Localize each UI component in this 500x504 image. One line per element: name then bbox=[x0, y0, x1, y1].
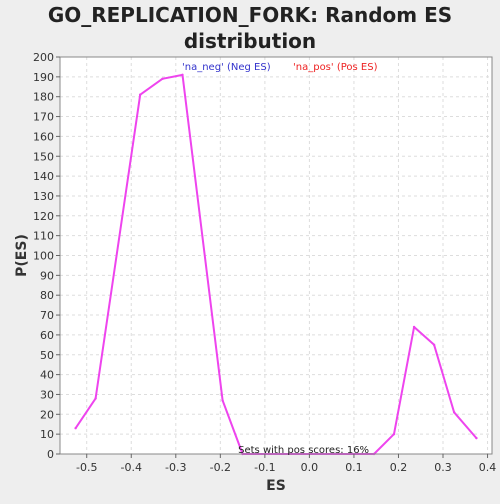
y-tick-label: 160 bbox=[33, 130, 54, 143]
chart-title: GO_REPLICATION_FORK: Random ESdistributi… bbox=[48, 3, 452, 53]
y-tick-label: 100 bbox=[33, 250, 54, 263]
axes: 0 10 20 30 40 50 60 70 80 90 100 110 120 130 140 150 160… bbox=[33, 51, 496, 474]
y-tick-label: 170 bbox=[33, 111, 54, 124]
y-tick-label: 110 bbox=[33, 230, 54, 243]
y-tick-label: 90 bbox=[40, 269, 54, 282]
y-tick-label: 70 bbox=[40, 309, 54, 322]
x-tick-label: -0.1 bbox=[254, 461, 275, 474]
data-point bbox=[221, 399, 224, 402]
x-tick-label: 0.3 bbox=[434, 461, 452, 474]
y-tick-label: 150 bbox=[33, 150, 54, 163]
legend: 'na_neg' (Neg ES) 'na_pos' (Pos ES) bbox=[182, 62, 378, 73]
annotation-text: Sets with pos scores: 16% bbox=[238, 445, 369, 456]
y-tick-label: 10 bbox=[40, 428, 54, 441]
data-point bbox=[181, 73, 184, 77]
chart-title-line: distribution bbox=[184, 29, 316, 53]
data-point bbox=[412, 325, 416, 329]
y-tick-label: 140 bbox=[33, 170, 54, 183]
data-point bbox=[432, 343, 436, 347]
x-tick-label: -0.5 bbox=[76, 461, 97, 474]
legend-item: 'na_pos' (Pos ES) bbox=[293, 62, 378, 73]
y-tick-label: 120 bbox=[33, 210, 54, 223]
data-point bbox=[392, 432, 396, 436]
y-tick-label: 200 bbox=[33, 51, 54, 64]
y-tick-label: 40 bbox=[40, 369, 54, 382]
x-tick-label: -0.2 bbox=[210, 461, 231, 474]
y-axis-label: P(ES) bbox=[14, 234, 30, 277]
data-point bbox=[74, 426, 77, 430]
data-point bbox=[475, 436, 478, 440]
y-tick-label: 190 bbox=[33, 71, 54, 84]
data-point bbox=[138, 93, 142, 96]
x-axis-label: ES bbox=[266, 478, 286, 494]
y-tick-label: 30 bbox=[40, 388, 54, 401]
data-point bbox=[94, 397, 97, 400]
x-tick-label: -0.3 bbox=[165, 461, 186, 474]
y-tick-label: 180 bbox=[33, 91, 54, 104]
y-tick-label: 50 bbox=[40, 349, 54, 362]
y-tick-label: 20 bbox=[40, 408, 54, 421]
y-tick-label: 0 bbox=[47, 448, 54, 461]
x-tick-label: 0.4 bbox=[479, 461, 497, 474]
x-tick-label: 0.1 bbox=[345, 461, 363, 474]
y-tick-label: 130 bbox=[33, 190, 54, 203]
legend-item: 'na_neg' (Neg ES) bbox=[182, 62, 271, 73]
data-point bbox=[161, 77, 164, 81]
grid bbox=[60, 56, 492, 455]
y-tick-label: 80 bbox=[40, 289, 54, 302]
x-tick-label: 0.0 bbox=[301, 461, 319, 474]
data-point bbox=[452, 411, 456, 414]
x-tick-label: 0.2 bbox=[390, 461, 408, 474]
y-tick-label: 60 bbox=[40, 329, 54, 342]
chart-title-line: GO_REPLICATION_FORK: Random ES bbox=[48, 3, 452, 27]
x-tick-label: -0.4 bbox=[121, 461, 142, 474]
